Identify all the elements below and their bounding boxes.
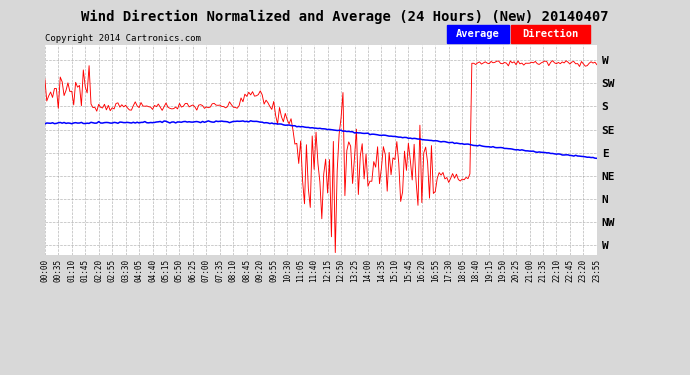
- Text: 04:40: 04:40: [148, 259, 157, 282]
- Text: 14:35: 14:35: [377, 259, 386, 282]
- Text: 21:35: 21:35: [538, 259, 547, 282]
- Text: 22:10: 22:10: [552, 259, 561, 282]
- Text: 09:20: 09:20: [256, 259, 265, 282]
- Text: 15:45: 15:45: [404, 259, 413, 282]
- Text: 12:50: 12:50: [337, 259, 346, 282]
- Text: 08:10: 08:10: [229, 259, 238, 282]
- Text: 07:35: 07:35: [215, 259, 224, 282]
- Text: 11:05: 11:05: [296, 259, 305, 282]
- Text: 08:45: 08:45: [242, 259, 251, 282]
- Text: 00:35: 00:35: [54, 259, 63, 282]
- Text: 19:50: 19:50: [498, 259, 507, 282]
- Text: 12:15: 12:15: [323, 259, 332, 282]
- Text: 22:45: 22:45: [565, 259, 574, 282]
- Text: 15:10: 15:10: [391, 259, 400, 282]
- Text: 20:25: 20:25: [511, 259, 520, 282]
- Text: 13:25: 13:25: [350, 259, 359, 282]
- Text: 11:40: 11:40: [310, 259, 319, 282]
- Text: 04:05: 04:05: [135, 259, 144, 282]
- Text: 07:00: 07:00: [202, 259, 211, 282]
- Text: Copyright 2014 Cartronics.com: Copyright 2014 Cartronics.com: [45, 34, 201, 43]
- Text: 16:55: 16:55: [431, 259, 440, 282]
- Text: 23:55: 23:55: [592, 259, 602, 282]
- Text: 01:45: 01:45: [81, 259, 90, 282]
- Text: 14:00: 14:00: [364, 259, 373, 282]
- Text: 16:20: 16:20: [417, 259, 426, 282]
- Text: 02:20: 02:20: [95, 259, 103, 282]
- Text: 09:55: 09:55: [269, 259, 278, 282]
- Text: 05:50: 05:50: [175, 259, 184, 282]
- Text: 03:30: 03:30: [121, 259, 130, 282]
- Text: 23:20: 23:20: [579, 259, 588, 282]
- Text: 17:30: 17:30: [444, 259, 453, 282]
- Text: Wind Direction Normalized and Average (24 Hours) (New) 20140407: Wind Direction Normalized and Average (2…: [81, 9, 609, 24]
- Text: Direction: Direction: [522, 29, 578, 39]
- Text: 01:10: 01:10: [68, 259, 77, 282]
- Text: 00:00: 00:00: [40, 259, 50, 282]
- Text: 18:05: 18:05: [457, 259, 466, 282]
- Text: 02:55: 02:55: [108, 259, 117, 282]
- Text: 19:15: 19:15: [484, 259, 493, 282]
- Text: Average: Average: [456, 29, 500, 39]
- Text: 06:25: 06:25: [188, 259, 197, 282]
- Text: 05:15: 05:15: [161, 259, 170, 282]
- Text: 21:00: 21:00: [525, 259, 534, 282]
- Text: 10:30: 10:30: [283, 259, 292, 282]
- Text: 18:40: 18:40: [471, 259, 480, 282]
